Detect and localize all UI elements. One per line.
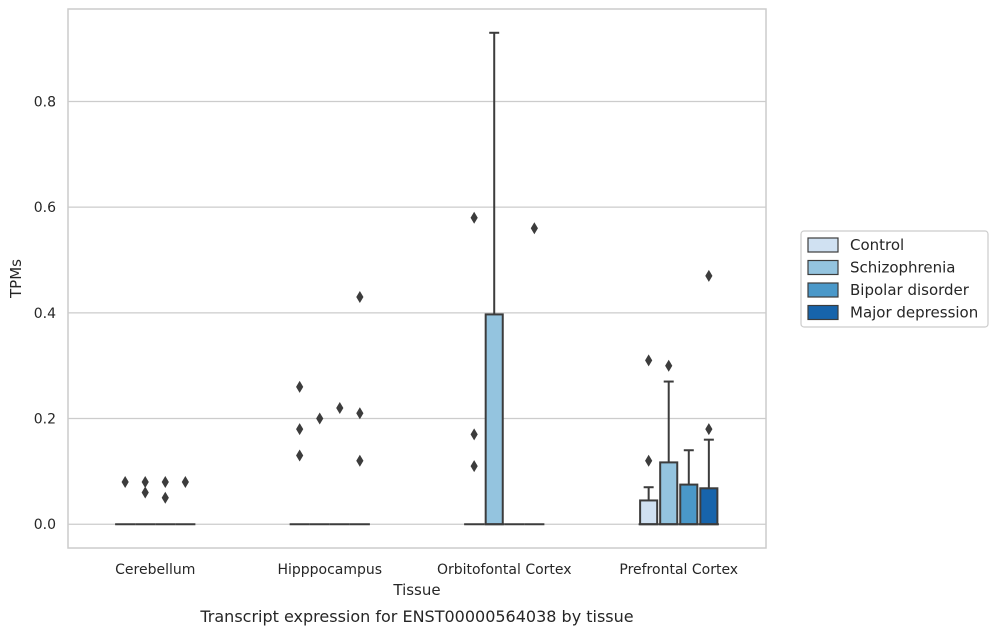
- outlier-point: [665, 359, 673, 372]
- box-control: [638, 354, 659, 526]
- y-tick-label: 0.6: [34, 200, 56, 216]
- outlier-point: [336, 401, 344, 414]
- y-tick-label: 0.4: [34, 306, 56, 322]
- box-control: [115, 475, 136, 526]
- outlier-point: [141, 475, 149, 488]
- outlier-point: [530, 222, 538, 235]
- legend: Control Schizophrenia Bipolar disorder Majo…: [800, 230, 989, 328]
- x-tick-label: Orbitofontal Cortex: [437, 562, 572, 578]
- outlier-point: [645, 354, 653, 367]
- outlier-point: [161, 491, 169, 504]
- box-bipolar-disorder: [155, 475, 176, 526]
- plot-area: [115, 31, 719, 526]
- x-axis: Cerebellum Hipppocampus Orbitofontal Corte…: [115, 562, 738, 578]
- box-control: [289, 380, 310, 526]
- x-tick-label: Prefrontal Cortex: [619, 562, 738, 578]
- outlier-point: [161, 475, 169, 488]
- legend-swatch: [807, 237, 839, 253]
- box-body: [679, 483, 699, 526]
- x-tick-label: Cerebellum: [115, 562, 195, 578]
- outlier-point: [470, 460, 478, 473]
- outlier-point: [296, 449, 304, 462]
- outlier-point: [121, 475, 129, 488]
- box-body: [484, 313, 504, 526]
- outlier-point: [316, 412, 324, 425]
- outlier-point: [470, 428, 478, 441]
- legend-label: Control: [850, 236, 904, 254]
- outlier-point: [705, 269, 713, 282]
- box-schizophrenia: [484, 31, 505, 526]
- y-tick-label: 0.8: [34, 94, 56, 110]
- outlier-point: [356, 290, 364, 303]
- chart-caption: Transcript expression for ENST0000056403…: [199, 607, 633, 626]
- legend-label: Major depression: [850, 304, 978, 322]
- box-body: [659, 461, 679, 526]
- legend-swatch: [807, 282, 839, 298]
- y-axis-label: TPMs: [7, 259, 25, 299]
- legend-label: Schizophrenia: [850, 259, 955, 277]
- box-major-depression: [175, 475, 196, 526]
- box-schizophrenia: [135, 475, 156, 526]
- box-bipolar-disorder: [329, 401, 350, 526]
- gridlines: [68, 100, 766, 525]
- y-tick-label: 0.0: [34, 517, 56, 533]
- outlier-point: [470, 211, 478, 224]
- box-major-depression: [349, 290, 370, 526]
- plot-frame: [67, 8, 767, 549]
- y-tick-label: 0.2: [34, 412, 56, 428]
- box-body: [699, 487, 719, 526]
- x-axis-label: Tissue: [392, 581, 440, 599]
- outlier-point: [296, 380, 304, 393]
- legend-swatch: [807, 304, 839, 321]
- box-major-depression: [698, 269, 719, 526]
- x-tick-label: Hipppocampus: [277, 562, 382, 578]
- box-body: [639, 499, 659, 526]
- outlier-point: [141, 486, 149, 499]
- outlier-point: [705, 423, 713, 436]
- box-bipolar-disorder: [678, 449, 699, 526]
- outlier-point: [356, 407, 364, 420]
- outlier-point: [296, 423, 304, 436]
- box-schizophrenia: [309, 412, 330, 526]
- outlier-point: [645, 454, 653, 467]
- box-major-depression: [524, 222, 545, 526]
- box-schizophrenia: [658, 359, 679, 526]
- outlier-point: [181, 475, 189, 488]
- outlier-point: [356, 454, 364, 467]
- legend-swatch: [807, 259, 839, 276]
- legend-label: Bipolar disorder: [850, 281, 970, 299]
- box-control: [464, 211, 485, 526]
- y-axis: 0.0 0.2 0.4 0.6 0.8: [34, 94, 56, 533]
- legend-frame: [800, 230, 989, 328]
